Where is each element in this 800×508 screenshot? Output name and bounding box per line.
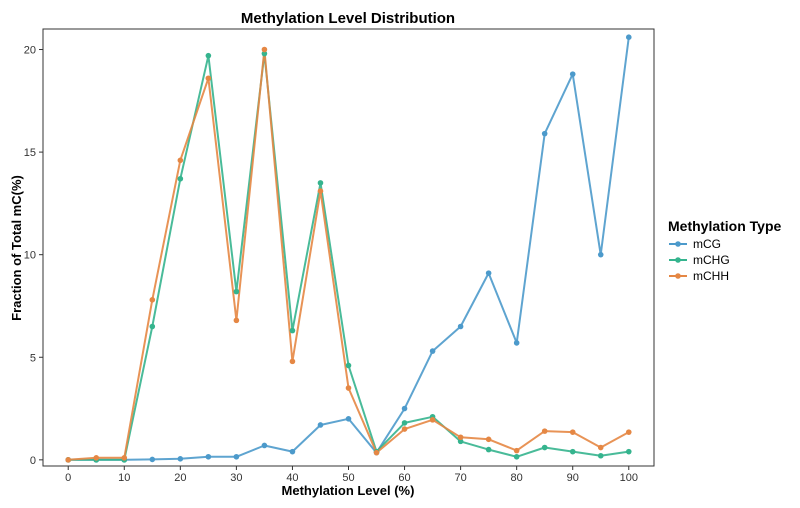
data-point-mCHH [401,426,408,432]
data-point-mCHH [625,429,632,435]
data-point-mCHG [149,323,156,330]
data-point-mCG [429,348,436,354]
data-point-mCHG [289,327,296,334]
plot-panel [42,28,655,467]
y-axis-title: Fraction of Total mC(%) [9,175,24,321]
data-point-mCG [541,130,548,137]
data-point-mCG [625,34,632,41]
data-point-mCHH [317,188,324,194]
data-point-mCG [205,453,212,460]
y-tick-label: 15 [24,147,36,159]
legend-label-mCG: mCG [693,237,721,251]
data-point-mCHH [121,454,128,461]
data-point-mCHH [65,457,72,463]
x-axis-title: Methylation Level (%) [282,483,415,498]
x-tick-label: 30 [230,472,242,484]
data-point-mCHH [233,317,240,324]
x-tick-label: 0 [65,472,71,484]
data-point-mCHG [625,448,632,455]
x-tick-label: 10 [118,472,130,484]
data-point-mCG [597,251,604,258]
x-axis: 0 10 20 30 40 50 60 70 80 90 100 [65,466,638,484]
legend-key-point-mCHH [675,273,681,279]
data-point-mCHH [289,358,296,365]
data-point-mCHG [233,288,240,295]
data-point-mCHG [513,453,520,460]
legend-key-point-mCHG [675,257,681,263]
data-point-mCG [345,416,352,422]
data-point-mCG [569,71,576,77]
data-point-mCHH [149,297,156,303]
x-tick-label: 60 [398,472,410,484]
data-point-mCHG [597,452,604,459]
x-tick-label: 70 [454,472,466,484]
legend: Methylation Type mCG mCHG mCHH [668,218,782,283]
data-point-mCHH [597,444,604,451]
data-point-mCG [317,422,324,428]
x-tick-label: 90 [567,472,579,484]
y-tick-label: 0 [30,455,36,467]
data-point-mCG [177,456,184,462]
x-tick-label: 50 [342,472,354,484]
data-point-mCHG [485,446,492,453]
data-point-mCHG [401,420,408,426]
data-point-mCHG [177,175,184,182]
data-point-mCHH [541,428,548,434]
data-point-mCHH [429,417,436,423]
data-point-mCG [261,442,268,449]
data-point-mCHG [261,50,268,57]
x-tick-label: 20 [174,472,186,484]
data-point-mCHG [569,448,576,455]
data-point-mCHH [177,157,184,164]
data-point-mCHG [541,444,548,451]
data-point-mCHG [457,438,464,445]
x-tick-label: 100 [620,472,638,484]
chart-title: Methylation Level Distribution [241,10,455,27]
legend-key-point-mCG [675,241,681,247]
data-point-mCHG [317,180,324,186]
x-tick-label: 40 [286,472,298,484]
legend-title: Methylation Type [668,218,782,234]
data-point-mCHH [345,385,352,391]
data-point-mCHG [205,52,212,59]
series-points [65,34,632,463]
y-axis: 0 5 10 15 20 [24,45,43,467]
data-point-mCG [149,456,156,463]
y-tick-label: 20 [24,45,36,57]
data-point-mCHH [93,454,100,461]
data-point-mCHH [569,429,576,435]
data-point-mCHH [457,434,464,441]
data-point-mCHH [261,46,268,53]
data-point-mCHG [345,362,352,369]
y-tick-label: 5 [30,352,36,364]
data-point-mCG [289,448,296,455]
legend-label-mCHG: mCHG [693,253,730,267]
data-point-mCG [457,323,464,330]
data-point-mCG [513,340,520,346]
data-point-mCHH [373,449,380,456]
data-point-mCG [401,405,408,412]
data-point-mCHH [513,447,520,454]
x-tick-label: 80 [511,472,523,484]
data-point-mCG [233,453,240,460]
data-point-mCG [485,270,492,276]
legend-label-mCHH: mCHH [693,269,729,283]
y-tick-label: 10 [24,250,36,262]
data-point-mCHH [485,436,492,443]
data-point-mCHH [205,75,212,82]
